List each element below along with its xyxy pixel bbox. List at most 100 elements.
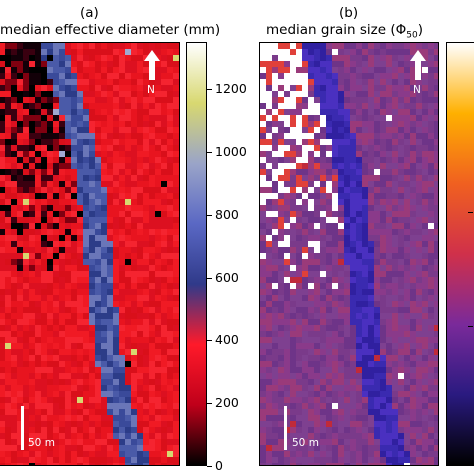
heatmap-cell (137, 271, 143, 277)
heatmap-cell (374, 313, 380, 319)
heatmap-cell (290, 253, 296, 259)
heatmap-cell (350, 175, 356, 181)
heatmap-cell (89, 307, 95, 313)
heatmap-cell (290, 109, 296, 115)
heatmap-cell (344, 163, 350, 169)
heatmap-cell (167, 67, 173, 73)
heatmap-cell (386, 55, 392, 61)
heatmap-cell (344, 367, 350, 373)
heatmap-cell (386, 97, 392, 103)
heatmap-cell (41, 457, 47, 463)
heatmap-cell (89, 229, 95, 235)
heatmap-cell (101, 163, 107, 169)
heatmap-cell (53, 397, 59, 403)
heatmap-cell (113, 67, 119, 73)
panel-a-heatmap-svg (0, 43, 179, 465)
heatmap-cell (35, 145, 41, 151)
heatmap-cell (350, 97, 356, 103)
heatmap-cell (5, 349, 11, 355)
heatmap-cell (83, 427, 89, 433)
heatmap-cell (53, 145, 59, 151)
heatmap-cell (410, 127, 416, 133)
heatmap-cell (23, 193, 29, 199)
heatmap-cell (374, 379, 380, 385)
heatmap-cell (320, 199, 326, 205)
heatmap-cell (53, 409, 59, 415)
heatmap-cell (416, 277, 422, 283)
heatmap-cell (332, 217, 338, 223)
heatmap-cell (380, 199, 386, 205)
heatmap-cell (374, 241, 380, 247)
heatmap-cell (17, 319, 23, 325)
heatmap-cell (428, 85, 434, 91)
colorbar-b-tick (468, 326, 473, 327)
heatmap-cell (326, 391, 332, 397)
heatmap-cell (344, 319, 350, 325)
heatmap-cell (95, 115, 101, 121)
heatmap-cell (161, 175, 167, 181)
heatmap-cell (71, 175, 77, 181)
heatmap-cell (386, 127, 392, 133)
heatmap-cell (344, 193, 350, 199)
heatmap-cell (29, 325, 35, 331)
heatmap-cell (260, 331, 266, 337)
heatmap-cell (344, 151, 350, 157)
heatmap-cell (296, 61, 302, 67)
heatmap-cell (59, 307, 65, 313)
heatmap-cell (410, 445, 416, 451)
heatmap-cell (41, 199, 47, 205)
heatmap-cell (155, 193, 161, 199)
heatmap-cell (392, 175, 398, 181)
heatmap-cell (125, 55, 131, 61)
heatmap-cell (344, 355, 350, 361)
heatmap-cell (0, 211, 5, 217)
heatmap-cell (374, 151, 380, 157)
heatmap-cell (332, 259, 338, 265)
heatmap-cell (149, 181, 155, 187)
heatmap-cell (410, 157, 416, 163)
heatmap-cell (119, 391, 125, 397)
heatmap-cell (284, 271, 290, 277)
heatmap-cell (89, 169, 95, 175)
heatmap-cell (398, 337, 404, 343)
heatmap-cell (155, 301, 161, 307)
heatmap-cell (428, 181, 434, 187)
heatmap-cell (380, 421, 386, 427)
heatmap-cell (29, 265, 35, 271)
heatmap-cell (362, 349, 368, 355)
heatmap-cell (125, 361, 131, 367)
heatmap-cell (59, 301, 65, 307)
heatmap-cell (374, 265, 380, 271)
heatmap-cell (260, 457, 266, 463)
heatmap-cell (77, 313, 83, 319)
heatmap-cell (65, 343, 71, 349)
heatmap-cell (17, 109, 23, 115)
heatmap-cell (83, 367, 89, 373)
heatmap-cell (71, 457, 77, 463)
heatmap-cell (143, 439, 149, 445)
heatmap-cell (380, 115, 386, 121)
heatmap-cell (284, 445, 290, 451)
heatmap-cell (260, 187, 266, 193)
heatmap-cell (428, 211, 434, 217)
heatmap-cell (302, 259, 308, 265)
heatmap-cell (404, 319, 410, 325)
heatmap-cell (260, 121, 266, 127)
heatmap-cell (95, 133, 101, 139)
heatmap-cell (11, 457, 17, 463)
heatmap-cell (83, 397, 89, 403)
heatmap-cell (374, 103, 380, 109)
heatmap-cell (338, 61, 344, 67)
heatmap-cell (167, 457, 173, 463)
heatmap-cell (314, 145, 320, 151)
heatmap-cell (362, 409, 368, 415)
heatmap-cell (296, 301, 302, 307)
heatmap-cell (416, 337, 422, 343)
heatmap-cell (11, 253, 17, 259)
heatmap-cell (89, 151, 95, 157)
heatmap-cell (137, 283, 143, 289)
heatmap-cell (155, 439, 161, 445)
heatmap-cell (119, 373, 125, 379)
heatmap-cell (302, 403, 308, 409)
heatmap-cell (302, 361, 308, 367)
